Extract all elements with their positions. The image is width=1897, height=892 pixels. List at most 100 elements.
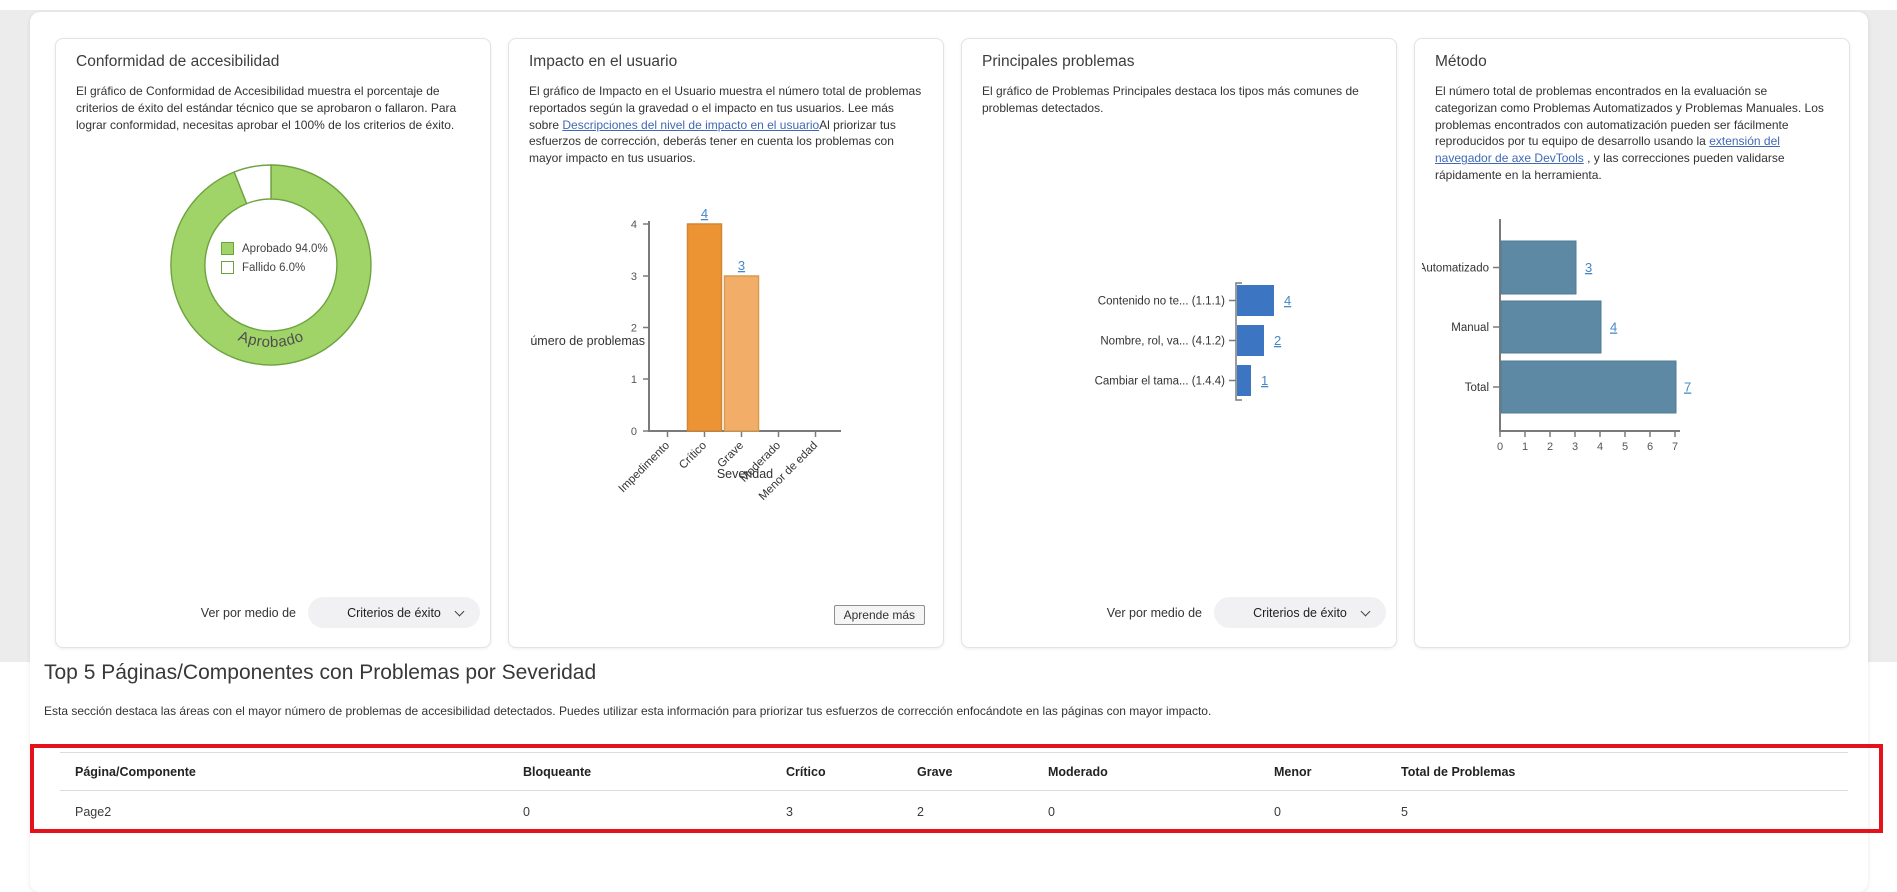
col-header-grave: Grave (917, 764, 953, 779)
view-by-label: Ver por medio de (1106, 605, 1202, 620)
col-header-total: Total de Problemas (1401, 764, 1516, 779)
view-by-dropdown[interactable]: Criterios de éxito (1214, 597, 1386, 628)
col-header-moderado: Moderado (1048, 764, 1108, 779)
top-issues-bar-chart: Contenido no te... (1.1.1) Nombre, rol, … (956, 273, 1356, 418)
axe-dashboard-page: { "colors": { "pass_green": "#a0d469", "… (0, 10, 1897, 833)
y-tick: 0 (631, 426, 637, 438)
view-by-label: Ver por medio de (200, 605, 296, 620)
description-text: , y las correcciones pueden validarse rá… (1435, 151, 1785, 182)
col-header-pagina: Página/Componente (75, 764, 196, 779)
bar-value-link[interactable]: 4 (1284, 293, 1291, 308)
axe-devtools-extension-link[interactable]: extensión del navegador de axe DevTools (1435, 134, 1780, 166)
bar-issue-2[interactable] (1237, 325, 1264, 356)
x-cat-label: Grave (715, 440, 746, 471)
cell-menor: 0 (1274, 805, 1281, 819)
top-issues-bar-svg: Contenido no te... (1.1.1) Nombre, rol, … (1095, 282, 1291, 401)
card-description: El gráfico de Impacto en el Usuario mues… (529, 83, 923, 167)
chevron-down-icon (1360, 606, 1371, 617)
col-header-menor: Menor (1274, 764, 1312, 779)
bar-critico[interactable] (686, 223, 723, 432)
view-by-value: Criterios de éxito (1253, 605, 1347, 620)
method-cat-label: Total (1465, 382, 1489, 394)
card-title: Conformidad de accesibilidad (76, 53, 280, 70)
method-bar-svg: Automatizado Manual Total 3 4 7 (1419, 219, 1691, 453)
x-axis-label: Severidad (717, 467, 773, 481)
top-pages-description: Esta sección destaca las áreas con el ma… (44, 704, 1212, 718)
bar-issue-3[interactable] (1237, 365, 1251, 396)
legend-label-fallido: Fallido 6.0% (242, 261, 306, 274)
issue-cat-label: Cambiar el tama... (1.4.4) (1095, 376, 1226, 388)
col-header-critico: Crítico (786, 764, 826, 779)
card-user-impact: Impacto en el usuario El gráfico de Impa… (508, 38, 944, 648)
y-tick: 1 (631, 374, 637, 386)
x-cat-label: Impedimento (617, 440, 672, 495)
bar-grave[interactable] (723, 275, 760, 432)
bar-issue-1[interactable] (1237, 285, 1274, 316)
x-tick: 0 (1497, 441, 1503, 453)
x-tick: 3 (1572, 441, 1578, 453)
issue-cat-label: Nombre, rol, va... (4.1.2) (1100, 336, 1225, 348)
donut-slice-aprobado[interactable] (170, 164, 372, 366)
x-tick: 1 (1522, 441, 1528, 453)
bar-value-link-critico[interactable]: 4 (701, 206, 708, 221)
method-bar-chart: Automatizado Manual Total 3 4 7 (1419, 213, 1722, 478)
donut-legend: Aprobado 94.0% Fallido 6.0% (221, 242, 328, 274)
card-method: Método El número total de problemas enco… (1414, 38, 1850, 648)
dashboard-panel: Conformidad de accesibilidad El gráfico … (30, 12, 1868, 892)
table-row: Page2 0 3 2 0 0 5 (60, 791, 1848, 833)
impact-bar-svg: 0 1 2 3 4 4 3 (521, 206, 841, 503)
summary-cards-row: Conformidad de accesibilidad El gráfico … (55, 38, 1850, 648)
bar-automatizado[interactable] (1500, 240, 1577, 295)
card-description: El número total de problemas encontrados… (1435, 83, 1829, 184)
view-by-row: Ver por medio de Criterios de éxito (1107, 597, 1386, 628)
legend-row-aprobado: Aprobado 94.0% (221, 242, 328, 255)
x-tick: 5 (1622, 441, 1628, 453)
issue-cat-label: Contenido no te... (1.1.1) (1098, 296, 1225, 308)
card-conformance: Conformidad de accesibilidad El gráfico … (55, 38, 491, 648)
legend-row-fallido: Fallido 6.0% (221, 261, 328, 274)
y-tick: 4 (631, 219, 637, 231)
legend-label-aprobado: Aprobado 94.0% (242, 242, 328, 255)
view-by-dropdown[interactable]: Criterios de éxito (308, 597, 480, 628)
top-pages-table: Página/Componente Bloqueante Crítico Gra… (60, 752, 1848, 833)
y-tick: 3 (631, 271, 637, 283)
cell-moderado: 0 (1048, 805, 1055, 819)
card-top-issues: Principales problemas El gráfico de Prob… (961, 38, 1397, 648)
bar-value-link-manual[interactable]: 4 (1610, 320, 1617, 335)
legend-swatch-fallido (221, 261, 234, 274)
donut-slice-fallido[interactable] (233, 164, 272, 205)
impact-descriptions-link[interactable]: Descripciones del nivel de impacto en el… (562, 117, 820, 132)
cell-grave: 2 (917, 805, 924, 819)
chevron-down-icon (454, 606, 465, 617)
card-title: Impacto en el usuario (529, 53, 678, 70)
bar-value-link-total[interactable]: 7 (1684, 380, 1691, 395)
method-cat-label: Manual (1451, 322, 1489, 334)
bar-value-link[interactable]: 1 (1261, 373, 1268, 388)
card-description: El gráfico de Conformidad de Accesibilid… (76, 84, 457, 132)
view-by-row: Ver por medio de Criterios de éxito (201, 597, 480, 628)
bar-manual[interactable] (1500, 300, 1602, 354)
bar-value-link-grave[interactable]: 3 (738, 258, 745, 273)
card-title: Principales problemas (982, 53, 1135, 70)
x-tick: 7 (1672, 441, 1678, 453)
learn-more-button[interactable]: Aprende más (833, 605, 925, 625)
cell-pagina: Page2 (75, 805, 112, 819)
x-tick: 6 (1647, 441, 1653, 453)
bar-value-link[interactable]: 2 (1274, 333, 1281, 348)
top-pages-heading: Top 5 Páginas/Componentes con Problemas … (44, 661, 597, 684)
table-header-row: Página/Componente Bloqueante Crítico Gra… (60, 753, 1848, 791)
card-title: Método (1435, 53, 1487, 70)
card-description: El gráfico de Problemas Principales dest… (982, 84, 1359, 115)
cell-critico: 3 (786, 805, 793, 819)
bar-value-link-automatizado[interactable]: 3 (1585, 260, 1592, 275)
impact-bar-chart: 0 1 2 3 4 4 3 (521, 199, 931, 516)
view-by-value: Criterios de éxito (347, 605, 441, 620)
cell-bloqueante: 0 (523, 805, 530, 819)
x-cat-label: Crítico (677, 440, 709, 472)
description-text: Al priorizar tus esfuerzos de corrección… (529, 117, 896, 166)
bar-total[interactable] (1500, 360, 1677, 414)
description-text: El número total de problemas encontrados… (1435, 84, 1824, 149)
y-axis-label: Número de problemas (531, 334, 645, 348)
donut-svg: Aprobado (170, 164, 372, 366)
x-tick: 2 (1547, 441, 1553, 453)
